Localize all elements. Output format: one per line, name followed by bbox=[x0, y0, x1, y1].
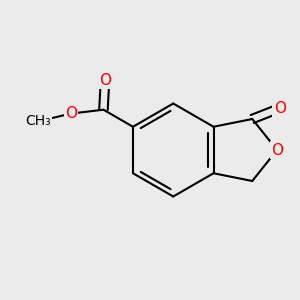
Text: O: O bbox=[274, 101, 286, 116]
Text: O: O bbox=[99, 73, 111, 88]
Text: O: O bbox=[65, 106, 77, 121]
Text: CH₃: CH₃ bbox=[26, 114, 51, 128]
Text: O: O bbox=[271, 142, 283, 158]
